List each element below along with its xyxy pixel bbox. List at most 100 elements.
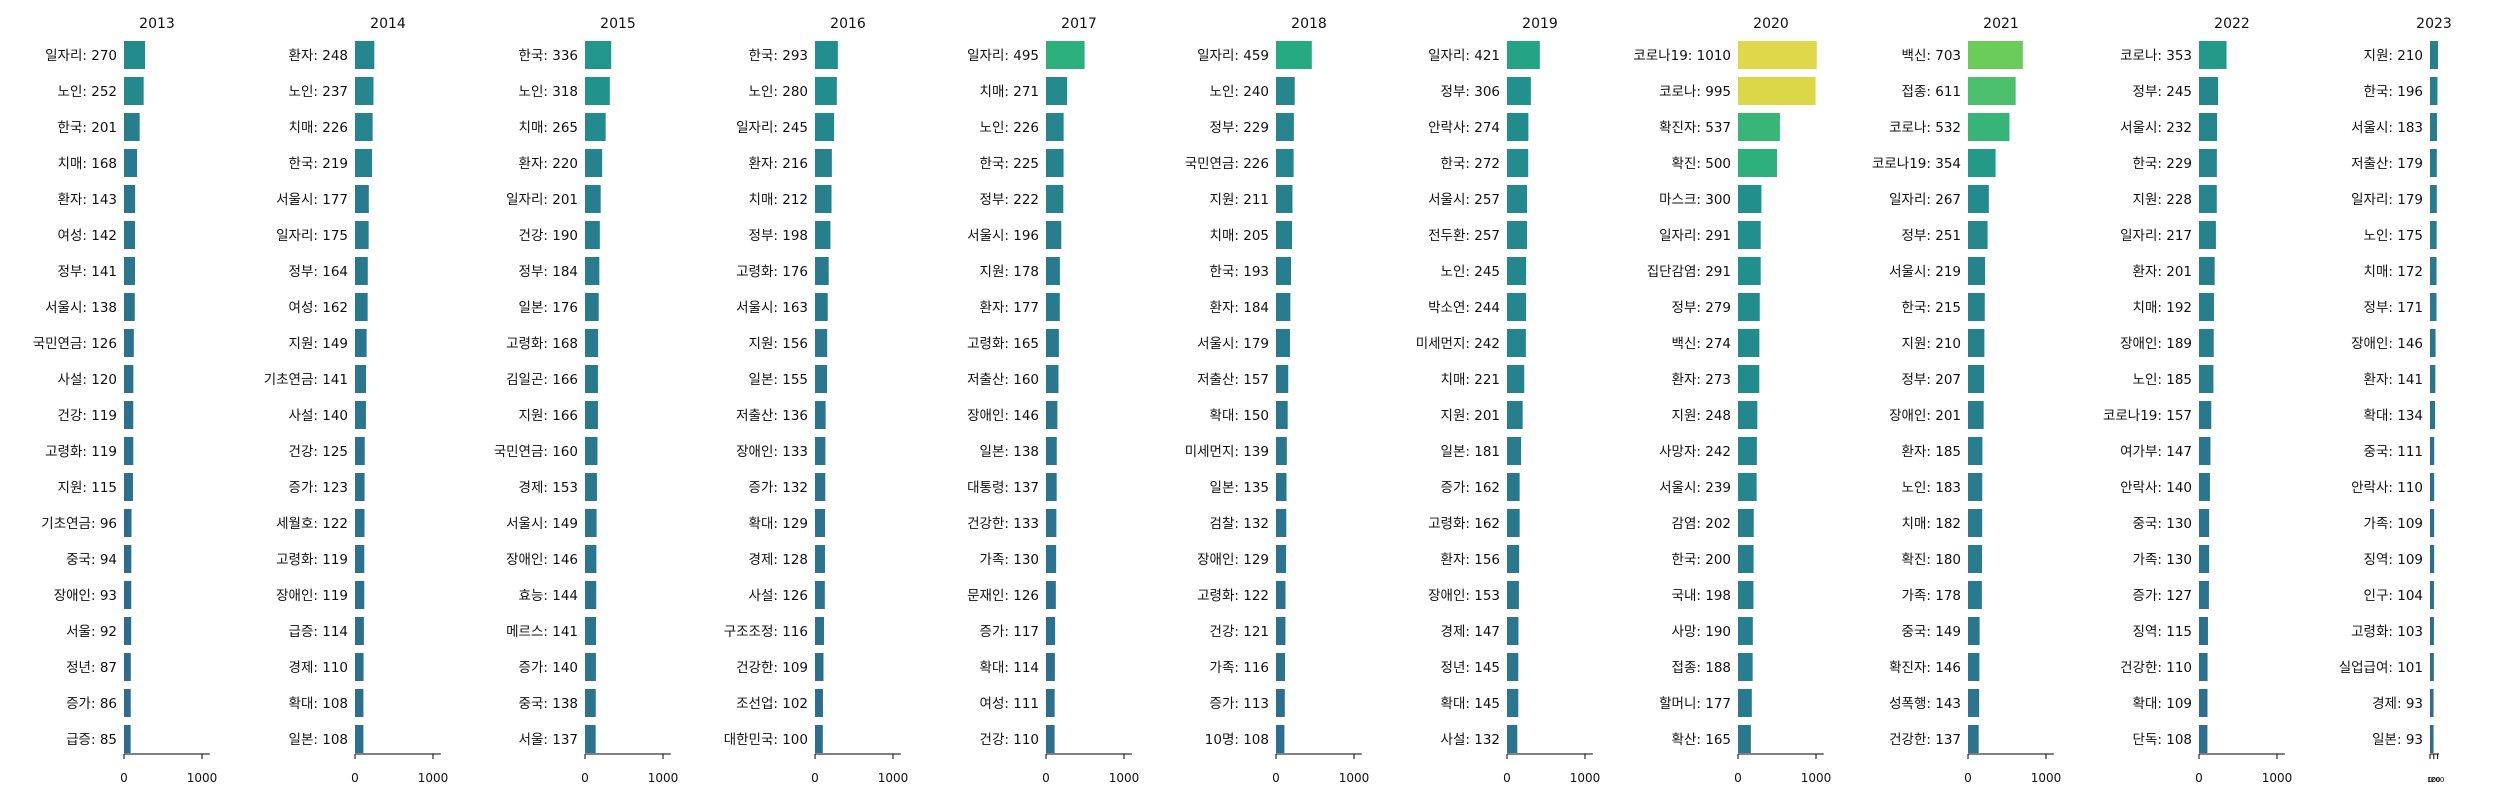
bar [355, 329, 367, 357]
bar [1507, 617, 1519, 645]
bar-label: 치매: 226 [289, 120, 348, 136]
bar [355, 149, 373, 177]
x-tick-label: 200 [2431, 776, 2444, 784]
bar-label: 건강한: 133 [967, 516, 1039, 532]
bar [1276, 329, 1290, 357]
bar-label: 치매: 265 [519, 120, 578, 136]
bar [1507, 653, 1519, 681]
bar-label: 가족: 130 [2133, 552, 2192, 568]
bar-label: 박소연: 244 [1428, 300, 1500, 316]
bar [2430, 257, 2437, 285]
x-tick-label: 0 [1272, 771, 1280, 785]
x-tick-label: 0 [811, 771, 819, 785]
bar-label: 서울시: 183 [2351, 120, 2423, 136]
bar-label: 장애인: 93 [54, 588, 117, 604]
bar-label: 정부: 141 [58, 264, 117, 280]
bar [585, 437, 598, 465]
bar-label: 치매: 172 [2364, 264, 2423, 280]
bar [124, 113, 140, 141]
bar-label: 고령화: 176 [736, 264, 808, 280]
bar [1046, 545, 1057, 573]
bar [815, 509, 826, 537]
bar-label: 정부: 251 [1902, 228, 1961, 244]
bar-label: 코로나19: 354 [1872, 156, 1961, 172]
bar [815, 473, 826, 501]
bar [585, 257, 600, 285]
bar-label: 미세먼지: 242 [1416, 336, 1500, 352]
bar [585, 725, 596, 753]
bar-label: 일자리: 495 [967, 48, 1039, 64]
bar-label: 국내: 198 [1672, 588, 1731, 604]
bar-label: 마스크: 300 [1659, 192, 1731, 208]
bar-label: 건강한: 110 [2120, 660, 2192, 676]
bar-label: 증가: 127 [2133, 588, 2192, 604]
panel-2019: 2019 일자리: 421 정부: 306 안락사: 274 한국: 272 서울시: 2… [1416, 16, 1601, 785]
bar-label: 증가: 162 [1441, 480, 1500, 496]
bar [1738, 473, 1757, 501]
bar [585, 41, 612, 69]
bar [124, 329, 134, 357]
x-tick-label: 0 [2428, 776, 2432, 784]
bar [1276, 581, 1286, 609]
bar [1046, 473, 1057, 501]
bar [2199, 509, 2210, 537]
bar-label: 코로나19: 1010 [1633, 48, 1731, 64]
x-tick-label: 0 [1964, 771, 1972, 785]
bar [1507, 185, 1528, 213]
bar [1968, 329, 1985, 357]
bar [2430, 581, 2434, 609]
bar-label: 중국: 138 [519, 696, 578, 712]
bar-label: 저출산: 136 [736, 408, 808, 424]
bar-label: 환자: 220 [519, 156, 578, 172]
bar-label: 조선업: 102 [736, 696, 808, 712]
bar [1276, 725, 1285, 753]
panel-title: 2020 [1753, 16, 1789, 32]
bar-label: 가족: 130 [980, 552, 1039, 568]
bar-label: 고령화: 119 [45, 444, 117, 460]
x-tick-label: 0 [120, 771, 128, 785]
bar [2199, 257, 2215, 285]
x-tick-label: 0 [1042, 771, 1050, 785]
bar-label: 노인: 245 [1441, 264, 1500, 280]
bar [1738, 149, 1777, 177]
panel-title: 2019 [1522, 16, 1558, 32]
bar-label: 건강: 119 [58, 408, 117, 424]
bar-label: 치매: 221 [1441, 372, 1500, 388]
bar-label: 중국: 111 [2364, 444, 2423, 460]
bar-label: 한국: 201 [58, 120, 117, 136]
bar [815, 689, 823, 717]
bar-label: 장애인: 119 [276, 588, 348, 604]
bar-label: 한국: 219 [289, 156, 348, 172]
bar [585, 545, 597, 573]
bar-label: 지원: 211 [1210, 192, 1269, 208]
bar-label: 고령화: 119 [276, 552, 348, 568]
bar [1046, 185, 1064, 213]
bar [2430, 725, 2434, 753]
bar-label: 안락사: 140 [2120, 480, 2192, 496]
bar-label: 일자리: 179 [2351, 192, 2423, 208]
bar-label: 일자리: 245 [736, 120, 808, 136]
bar-label: 문재인: 126 [967, 588, 1039, 604]
bar [1276, 293, 1291, 321]
bar [585, 149, 603, 177]
bar-label: 장애인: 201 [1889, 408, 1961, 424]
bar [815, 653, 824, 681]
bar [815, 365, 828, 393]
bar-label: 환자: 184 [1210, 300, 1269, 316]
bar [355, 257, 368, 285]
bar [2430, 437, 2435, 465]
bar [1507, 221, 1528, 249]
bar [1276, 509, 1287, 537]
bar-label: 한국: 225 [980, 156, 1039, 172]
bar-label: 장애인: 189 [2120, 336, 2192, 352]
panel-title: 2013 [139, 16, 175, 32]
bar [2199, 725, 2208, 753]
bar-label: 급증: 85 [66, 732, 117, 748]
bar-label: 기초연금: 96 [41, 516, 117, 532]
bar [585, 509, 597, 537]
bar [2199, 437, 2211, 465]
bar-label: 확진자: 537 [1659, 120, 1731, 136]
bar-label: 단독: 108 [2133, 732, 2192, 748]
bar-label: 환자: 141 [2364, 372, 2423, 388]
bar [815, 725, 823, 753]
